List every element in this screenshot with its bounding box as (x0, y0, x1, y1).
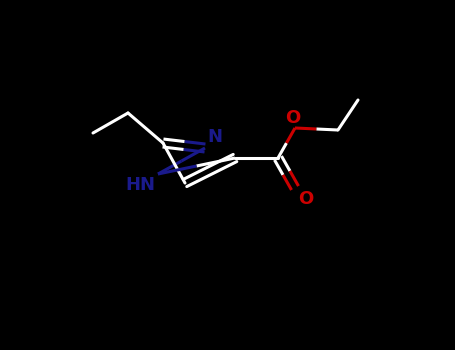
Text: HN: HN (125, 176, 155, 194)
Text: O: O (298, 190, 313, 208)
Text: N: N (207, 128, 222, 146)
Text: O: O (285, 109, 301, 127)
